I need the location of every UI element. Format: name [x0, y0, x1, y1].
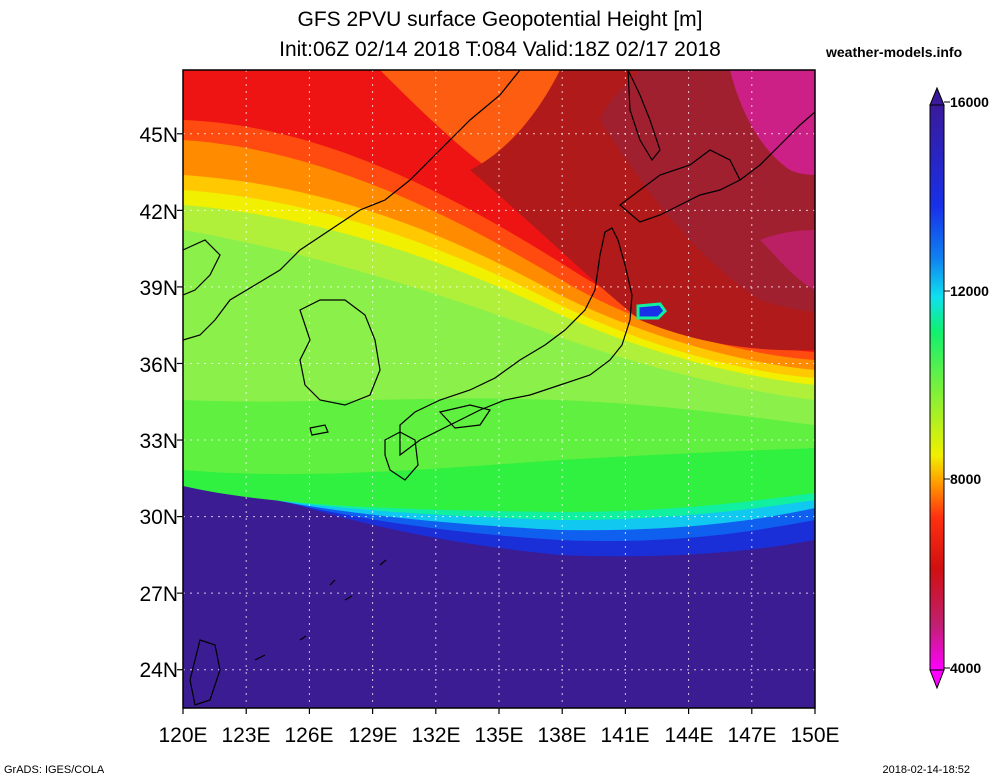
lon-label-138e: 138E [537, 724, 587, 747]
lon-label-129e: 129E [348, 724, 398, 747]
footer-credit: GrADS: IGES/COLA [4, 764, 105, 776]
grid-lines [183, 70, 815, 708]
chart-title: GFS 2PVU surface Geopotential Height [m] [297, 8, 703, 31]
lon-label-126e: 126E [284, 724, 334, 747]
lat-label-24n: 24N [139, 659, 178, 682]
lon-label-147e: 147E [727, 724, 777, 747]
lat-label-36n: 36N [139, 354, 178, 377]
lon-label-120e: 120E [158, 724, 208, 747]
coastlines [183, 70, 815, 706]
lat-label-33n: 33N [139, 430, 178, 453]
colorbar [929, 86, 950, 690]
footer-timestamp: 2018-02-14-18:52 [882, 764, 970, 776]
lon-label-135e: 135E [474, 724, 524, 747]
chart-subtitle: Init:06Z 02/14 2018 T:084 Valid:18Z 02/1… [279, 38, 721, 61]
site-label: weather-models.info [826, 44, 963, 60]
lon-label-144e: 144E [664, 724, 714, 747]
lat-label-27n: 27N [139, 583, 178, 606]
colorbar-label-16000: 16000 [950, 94, 989, 110]
lat-label-30n: 30N [139, 506, 178, 529]
colorbar-label-4000: 4000 [950, 660, 982, 676]
colorbar-label-8000: 8000 [950, 471, 982, 487]
colorbar-label-12000: 12000 [950, 283, 989, 299]
lon-label-123e: 123E [221, 724, 271, 747]
lon-label-150e: 150E [790, 724, 840, 747]
lat-label-42n: 42N [139, 201, 178, 224]
lat-label-39n: 39N [139, 277, 178, 300]
lat-label-45n: 45N [139, 124, 178, 147]
lon-label-141e: 141E [600, 724, 650, 747]
height-field [183, 70, 815, 708]
lon-label-132e: 132E [411, 724, 461, 747]
